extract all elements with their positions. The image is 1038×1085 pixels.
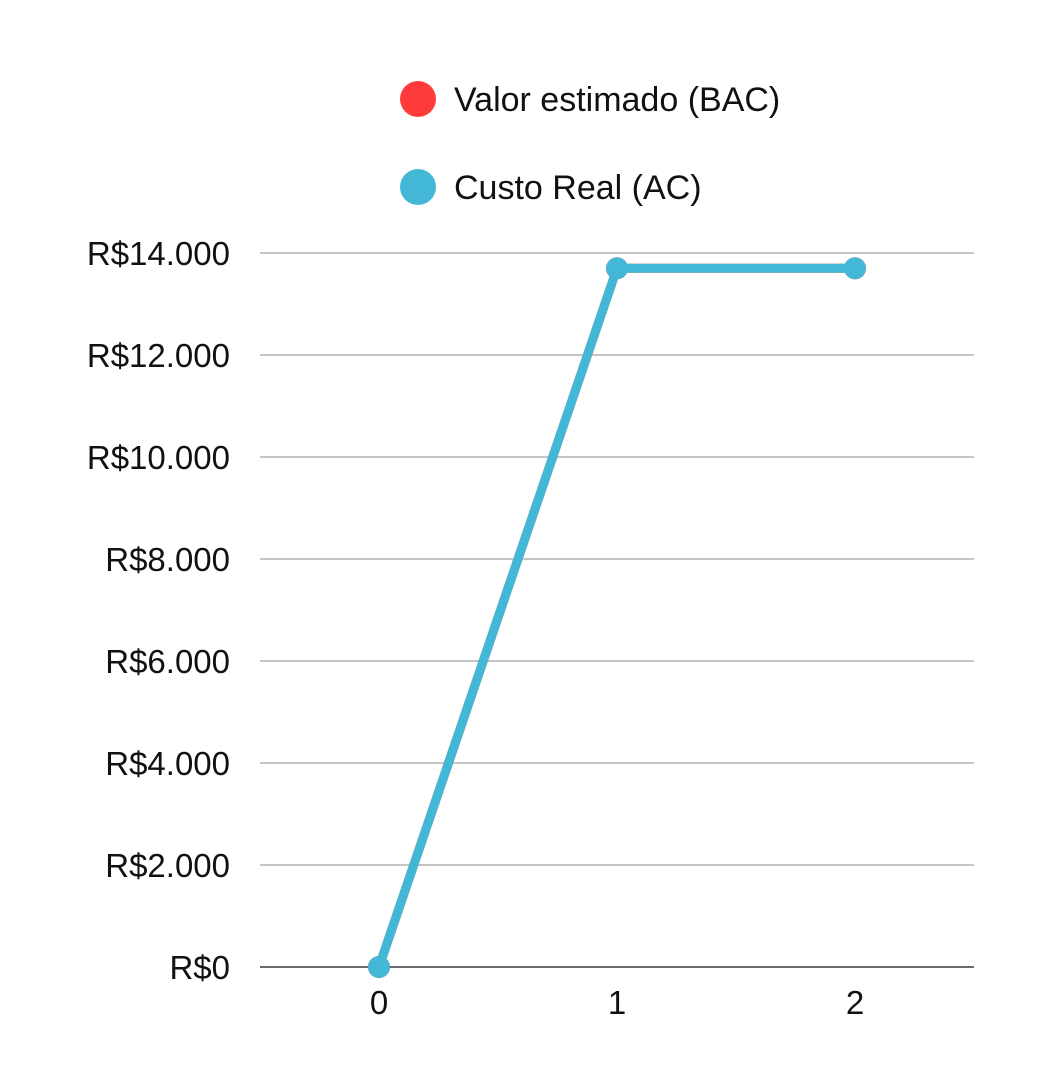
gridlines	[260, 252, 974, 968]
data-point	[606, 257, 628, 280]
y-tick-label: R$2.000	[105, 847, 230, 884]
y-axis-tick-labels: R$0 R$2.000 R$4.000 R$6.000 R$8.000 R$10.000 R…	[87, 235, 230, 986]
legend-label: Valor estimado (BAC)	[454, 81, 780, 119]
legend-marker	[400, 81, 436, 117]
x-tick-label: 2	[846, 984, 864, 1021]
y-tick-label: R$8.000	[105, 541, 230, 578]
x-tick-label: 0	[370, 984, 388, 1021]
legend-marker	[400, 169, 436, 205]
series-0	[368, 257, 866, 978]
x-tick-label: 1	[608, 984, 626, 1021]
legend-item: Custo Real (AC)	[400, 169, 702, 207]
data-point	[844, 257, 866, 280]
y-tick-label: R$6.000	[105, 643, 230, 680]
series-1	[368, 257, 866, 978]
data-point	[368, 956, 390, 978]
legend-item: Valor estimado (BAC)	[400, 81, 780, 119]
y-tick-label: R$14.000	[87, 235, 230, 272]
y-tick-label: R$10.000	[87, 439, 230, 476]
x-axis-tick-labels: 0 1 2	[370, 984, 864, 1021]
y-tick-label: R$4.000	[105, 745, 230, 782]
y-tick-label: R$0	[169, 949, 230, 986]
series-line	[374, 263, 860, 972]
series-layer	[368, 257, 866, 978]
legend-label: Custo Real (AC)	[454, 169, 702, 207]
y-tick-label: R$12.000	[87, 337, 230, 374]
legend: Valor estimado (BAC) Custo Real (AC)	[400, 81, 780, 207]
series-line	[374, 263, 860, 972]
